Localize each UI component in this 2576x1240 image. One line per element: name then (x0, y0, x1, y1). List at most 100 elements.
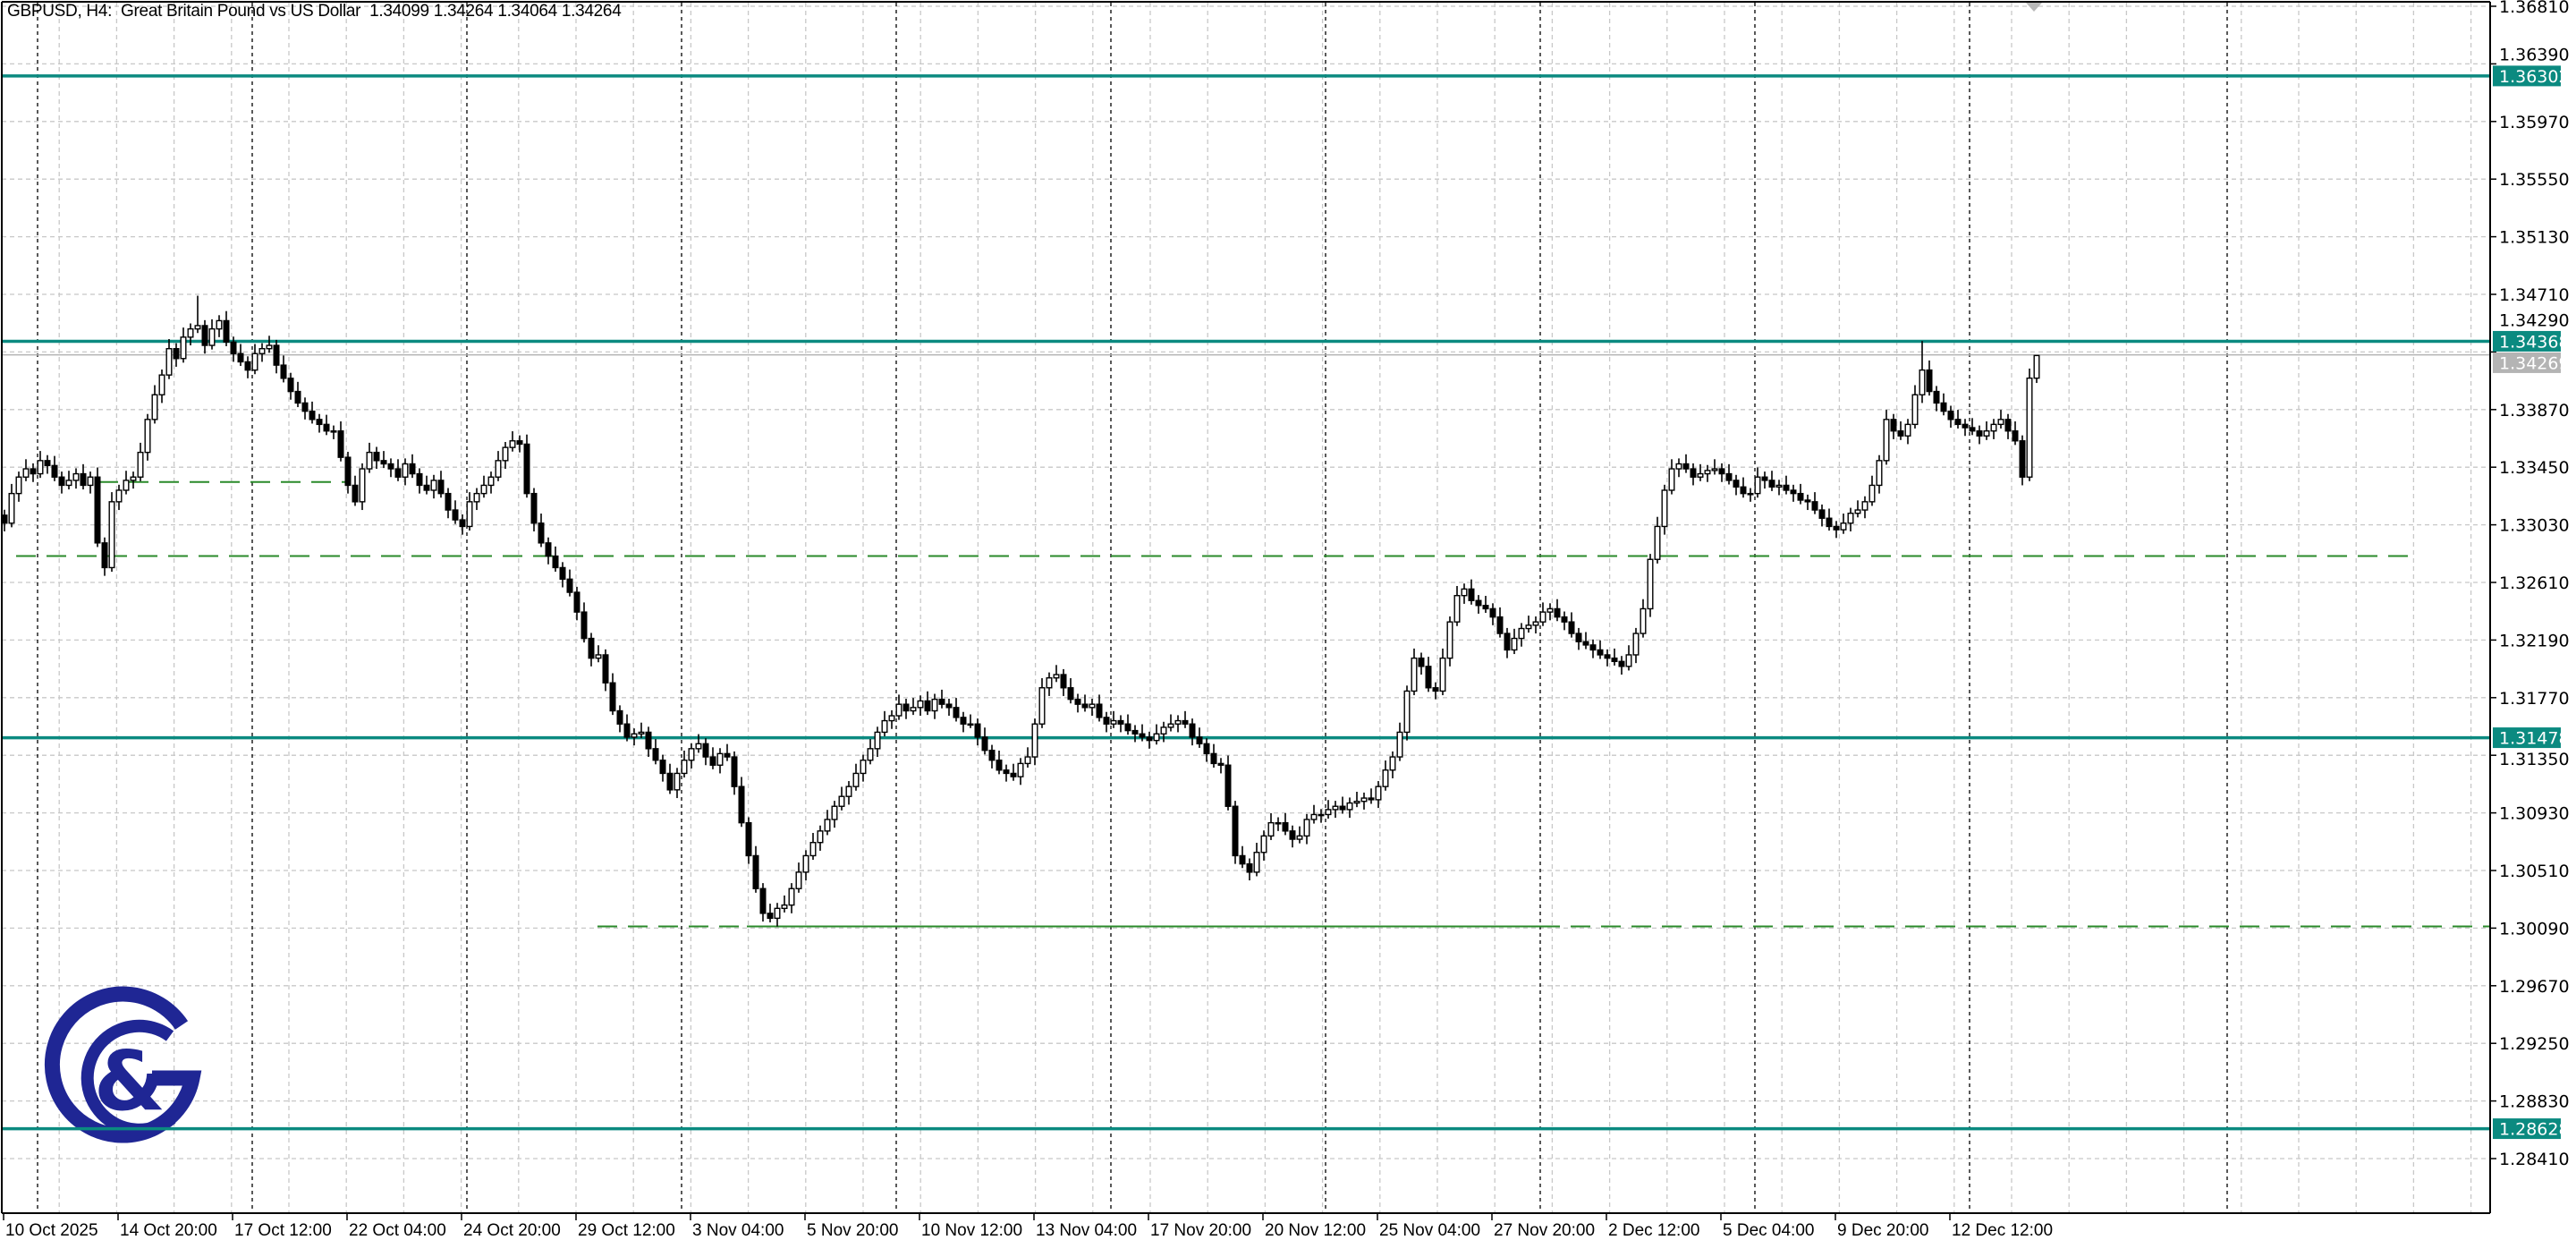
bullish-candle (330, 430, 337, 433)
bullish-candle (2033, 354, 2040, 379)
bearish-candle (1217, 762, 1224, 766)
bullish-candle (1840, 522, 1847, 531)
bearish-candle (752, 854, 759, 889)
bullish-candle (681, 760, 688, 775)
bullish-candle (1883, 419, 1890, 462)
bearish-candle (731, 756, 738, 787)
bullish-candle (1518, 627, 1525, 640)
level-lines (2, 74, 2490, 1131)
bearish-candle (309, 410, 316, 420)
bearish-candle (645, 731, 652, 750)
bullish-candle (487, 476, 495, 487)
bullish-candle (1382, 769, 1389, 787)
price-axis-label: 1.29670 (2499, 977, 2570, 997)
bearish-candle (30, 468, 37, 475)
bearish-candle (709, 756, 716, 766)
bullish-candle (72, 472, 80, 481)
bullish-candle (1919, 369, 1926, 395)
bullish-candle (802, 854, 809, 873)
bullish-candle (1647, 558, 1654, 610)
bullish-candle (65, 480, 72, 487)
bullish-candle (1625, 654, 1632, 667)
bullish-candle (258, 348, 266, 354)
bullish-candle (115, 489, 123, 503)
bearish-candle (423, 484, 430, 491)
price-axis-label: 1.34710 (2499, 285, 2570, 305)
bearish-candle (1504, 633, 1511, 651)
bullish-candle (1661, 489, 1668, 528)
bullish-candle (688, 748, 695, 761)
bearish-candle (566, 578, 573, 593)
bearish-candle (1818, 509, 1826, 519)
time-axis-label: 29 Oct 12:00 (578, 1221, 675, 1240)
bearish-candle (960, 717, 967, 725)
bearish-candle (459, 519, 466, 528)
bullish-candle (1089, 703, 1096, 709)
bearish-candle (1947, 410, 1954, 420)
bearish-candle (1933, 390, 1940, 404)
time-axis-label: 22 Oct 04:00 (349, 1221, 446, 1240)
bearish-candle (516, 440, 523, 446)
bearish-candle (1589, 644, 1597, 651)
bullish-candle (1325, 809, 1332, 816)
price-axis-label: 1.28410 (2499, 1150, 2570, 1169)
chart-shift-marker-icon[interactable] (2026, 3, 2042, 12)
bearish-candle (1282, 821, 1289, 832)
level-price-tag (2493, 1118, 2561, 1140)
bullish-candle (1275, 821, 1282, 825)
bearish-candle (1003, 769, 1010, 775)
bullish-candle (158, 374, 165, 395)
bullish-candle (795, 871, 802, 889)
bullish-candle (631, 733, 638, 738)
bearish-candle (767, 913, 774, 920)
bearish-candle (974, 723, 981, 738)
bullish-candle (874, 731, 881, 750)
bullish-candle (1360, 797, 1368, 803)
bearish-candle (301, 402, 309, 412)
bullish-candle (1296, 835, 1303, 840)
bullish-candle (831, 805, 838, 820)
bullish-candle (860, 760, 867, 775)
bullish-candle (1876, 460, 1883, 487)
bearish-candle (609, 682, 616, 712)
bullish-candle (1053, 674, 1060, 679)
bearish-candle (738, 786, 745, 824)
bearish-candle (1926, 369, 1933, 393)
bearish-candle (1425, 666, 1432, 689)
bearish-candle (1597, 649, 1604, 656)
bullish-candle (595, 654, 602, 659)
bar-open: 1.34099 (369, 2, 429, 21)
bullish-candle (888, 715, 895, 722)
bearish-candle (101, 542, 108, 569)
level-price-label: 1.31478 (2499, 729, 2570, 749)
time-axis-label: 17 Nov 20:00 (1150, 1221, 1251, 1240)
bullish-candle (967, 723, 974, 726)
bearish-candle (1561, 616, 1568, 623)
bearish-candle (1117, 719, 1124, 725)
bullish-candle (1038, 687, 1046, 725)
bullish-candle (845, 786, 852, 797)
bearish-candle (1289, 830, 1296, 840)
bearish-candle (1468, 588, 1475, 601)
bullish-candle (1675, 463, 1682, 470)
bearish-candle (1210, 752, 1217, 765)
bearish-candle (1496, 616, 1504, 634)
bearish-candle (988, 749, 996, 761)
bullish-candle (1525, 624, 1532, 630)
level-price-label: 1.28628 (2499, 1120, 2570, 1140)
bullish-candle (509, 440, 516, 448)
bullish-candle (1403, 690, 1411, 734)
bearish-candle (2019, 440, 2026, 478)
time-axis-label: 25 Nov 04:00 (1379, 1221, 1480, 1240)
bullish-candle (495, 460, 502, 478)
bearish-candle (996, 760, 1003, 771)
bullish-candle (1711, 468, 1718, 471)
bearish-candle (759, 888, 767, 914)
bullish-candle (1046, 677, 1053, 689)
bearish-candle (437, 480, 445, 495)
level-price-label: 1.34368 (2499, 332, 2570, 352)
bullish-candle (144, 419, 151, 454)
time-axis-label: 10 Nov 12:00 (921, 1221, 1022, 1240)
